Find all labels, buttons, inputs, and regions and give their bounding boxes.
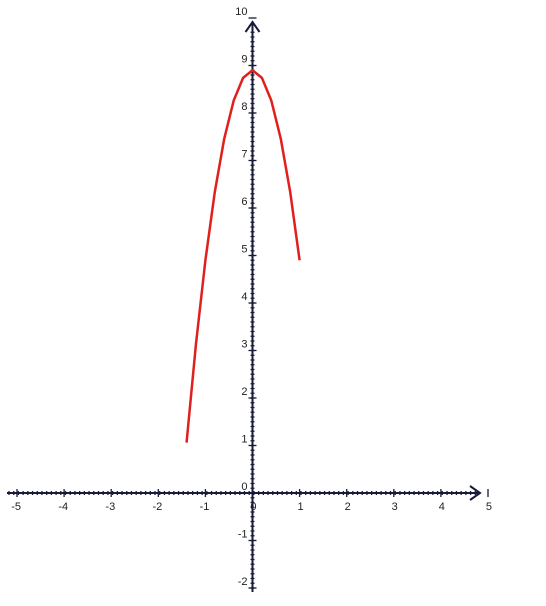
x-axis-arrow	[469, 485, 482, 501]
x-tick-label: 2	[345, 501, 351, 513]
x-tick-label: -4	[58, 501, 68, 513]
y-tick-label: -2	[238, 576, 248, 588]
y-tick-label: 10	[235, 6, 247, 18]
x-tick-label: 0	[250, 501, 256, 513]
y-tick-label: 4	[241, 291, 247, 303]
y-tick-label: 5	[241, 243, 247, 255]
x-tick-label: -1	[200, 501, 210, 513]
curve	[185, 69, 301, 443]
y-tick-label: -1	[238, 528, 248, 540]
y-tick-label: 6	[241, 196, 247, 208]
x-tick-label: 4	[439, 501, 445, 513]
x-tick-label: -5	[11, 501, 21, 513]
x-tick-label: -3	[105, 501, 115, 513]
x-tick-label: 5	[486, 501, 492, 513]
y-tick-label: 0	[241, 481, 247, 493]
y-tick-label: 2	[241, 386, 247, 398]
y-tick-label: 8	[241, 101, 247, 113]
y-tick-label: 3	[241, 338, 247, 350]
x-tick-label: 3	[392, 501, 398, 513]
x-tick-label: -2	[153, 501, 163, 513]
y-tick-label: 1	[241, 433, 247, 445]
y-tick-label: 7	[241, 148, 247, 160]
x-tick-label: 1	[297, 501, 303, 513]
y-tick-label: 9	[241, 53, 247, 65]
y-axis-arrow	[244, 20, 261, 33]
